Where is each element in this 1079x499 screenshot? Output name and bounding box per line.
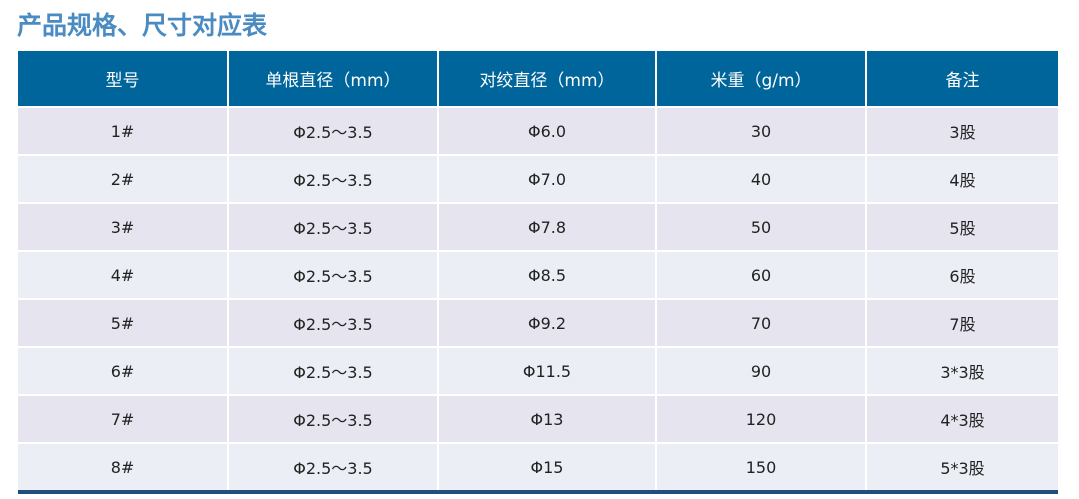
header-twisted-diameter: 对绞直径（mm） — [437, 51, 656, 107]
cell-twisted-diameter: Φ11.5 — [437, 346, 656, 395]
cell-twisted-diameter: Φ9.2 — [437, 298, 656, 347]
cell-twisted-diameter: Φ7.8 — [437, 202, 656, 251]
table-row: 5# Φ2.5～3.5 Φ9.2 70 7股 — [18, 298, 1058, 347]
cell-single-diameter: Φ2.5～3.5 — [227, 394, 438, 443]
cell-model: 4# — [18, 250, 228, 299]
table-row: 2# Φ2.5～3.5 Φ7.0 40 4股 — [18, 154, 1058, 203]
cell-meter-weight: 30 — [655, 106, 866, 155]
cell-model: 6# — [18, 346, 228, 395]
header-single-diameter: 单根直径（mm） — [227, 51, 438, 107]
cell-single-diameter: Φ2.5～3.5 — [227, 346, 438, 395]
cell-single-diameter: Φ2.5～3.5 — [227, 298, 438, 347]
cell-model: 5# — [18, 298, 228, 347]
cell-twisted-diameter: Φ6.0 — [437, 106, 656, 155]
cell-meter-weight: 120 — [655, 394, 866, 443]
cell-single-diameter: Φ2.5～3.5 — [227, 106, 438, 155]
cell-meter-weight: 70 — [655, 298, 866, 347]
cell-model: 3# — [18, 202, 228, 251]
cell-single-diameter: Φ2.5～3.5 — [227, 442, 438, 492]
cell-remark: 4*3股 — [865, 394, 1058, 443]
cell-model: 8# — [18, 442, 228, 492]
spec-table: 型号 单根直径（mm） 对绞直径（mm） 米重（g/m） 备注 1# Φ2.5～3.5 Φ6… — [18, 51, 1058, 494]
table-row: 8# Φ2.5～3.5 Φ15 150 5*3股 — [18, 442, 1058, 492]
header-model: 型号 — [18, 51, 228, 107]
table-row: 4# Φ2.5～3.5 Φ8.5 60 6股 — [18, 250, 1058, 299]
cell-model: 2# — [18, 154, 228, 203]
table-row: 3# Φ2.5～3.5 Φ7.8 50 5股 — [18, 202, 1058, 251]
cell-remark: 3股 — [865, 106, 1058, 155]
cell-single-diameter: Φ2.5～3.5 — [227, 154, 438, 203]
cell-model: 1# — [18, 106, 228, 155]
header-remark: 备注 — [865, 51, 1058, 107]
table-row: 7# Φ2.5～3.5 Φ13 120 4*3股 — [18, 394, 1058, 443]
cell-twisted-diameter: Φ13 — [437, 394, 656, 443]
cell-remark: 4股 — [865, 154, 1058, 203]
cell-model: 7# — [18, 394, 228, 443]
page-title: 产品规格、尺寸对应表 — [17, 11, 268, 40]
cell-twisted-diameter: Φ7.0 — [437, 154, 656, 203]
cell-single-diameter: Φ2.5～3.5 — [227, 202, 438, 251]
cell-remark: 6股 — [865, 250, 1058, 299]
header-row: 型号 单根直径（mm） 对绞直径（mm） 米重（g/m） 备注 — [18, 51, 1058, 107]
cell-meter-weight: 60 — [655, 250, 866, 299]
cell-meter-weight: 90 — [655, 346, 866, 395]
cell-remark: 7股 — [865, 298, 1058, 347]
cell-remark: 5股 — [865, 202, 1058, 251]
table-row: 6# Φ2.5～3.5 Φ11.5 90 3*3股 — [18, 346, 1058, 395]
cell-twisted-diameter: Φ15 — [437, 442, 656, 492]
cell-meter-weight: 40 — [655, 154, 866, 203]
cell-meter-weight: 150 — [655, 442, 866, 492]
cell-remark: 3*3股 — [865, 346, 1058, 395]
header-meter-weight: 米重（g/m） — [655, 51, 866, 107]
cell-single-diameter: Φ2.5～3.5 — [227, 250, 438, 299]
cell-remark: 5*3股 — [865, 442, 1058, 492]
cell-twisted-diameter: Φ8.5 — [437, 250, 656, 299]
cell-meter-weight: 50 — [655, 202, 866, 251]
table-row: 1# Φ2.5～3.5 Φ6.0 30 3股 — [18, 106, 1058, 155]
